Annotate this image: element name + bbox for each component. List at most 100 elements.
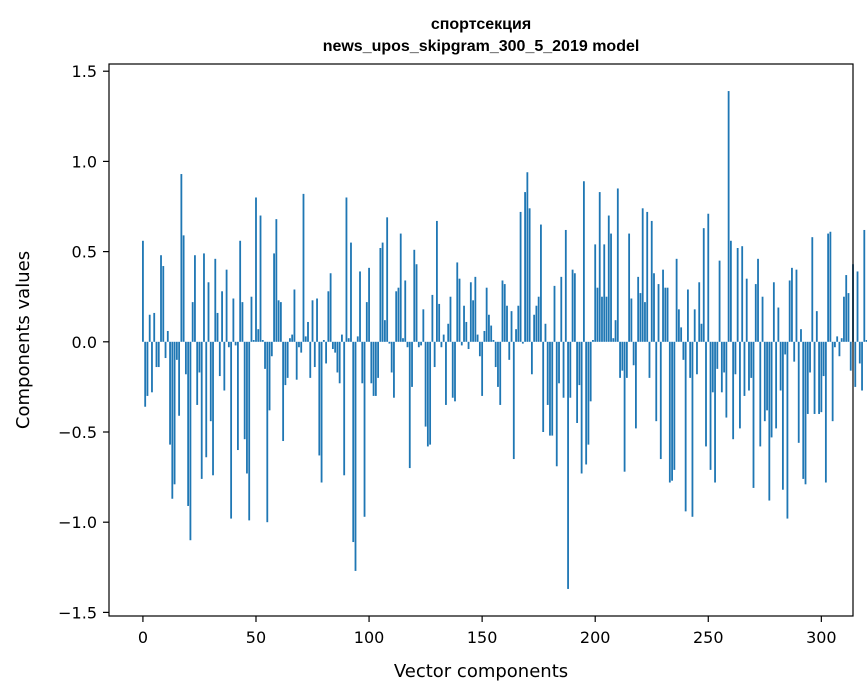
bar (750, 341, 753, 378)
bar (241, 302, 244, 342)
bar (691, 341, 694, 517)
x-tick-label: 300 (806, 628, 837, 647)
bar (555, 341, 558, 467)
bar (187, 341, 190, 506)
bar (784, 341, 787, 355)
bar (411, 341, 413, 387)
bar (592, 340, 594, 342)
bar (786, 341, 789, 519)
bar (354, 341, 357, 571)
bar (562, 341, 565, 398)
bar (300, 341, 303, 353)
bar (598, 192, 601, 342)
bar (621, 341, 624, 371)
bar (458, 278, 461, 342)
bar (623, 341, 626, 472)
bar (587, 341, 590, 445)
bar (506, 305, 508, 342)
bar (739, 341, 741, 429)
bar (429, 341, 432, 445)
bar (596, 287, 599, 342)
x-axis-ticks: 0 50 100 150 200 250 300 (138, 616, 837, 647)
bar (754, 284, 757, 342)
bar (270, 341, 273, 357)
bar (313, 341, 316, 368)
bar (632, 341, 635, 366)
bar (221, 291, 223, 342)
bar (707, 213, 710, 342)
bar (639, 293, 642, 342)
bar (454, 341, 456, 402)
bar (311, 300, 314, 342)
bar (325, 341, 327, 364)
bar (485, 287, 488, 342)
bar (677, 309, 680, 342)
bar (318, 341, 321, 456)
bar (490, 325, 493, 342)
bar (716, 341, 719, 369)
bar (469, 282, 472, 342)
bar (481, 341, 484, 396)
bar (343, 341, 346, 476)
bar (815, 311, 818, 342)
bar (248, 341, 251, 521)
bar (653, 273, 655, 342)
bar (230, 341, 233, 519)
bar (191, 302, 194, 342)
bar (655, 341, 658, 422)
bar (607, 215, 610, 342)
bar (718, 260, 721, 342)
bar (836, 336, 839, 342)
bar (352, 341, 355, 543)
bar (698, 282, 701, 342)
bar (619, 341, 621, 378)
bar (243, 341, 246, 440)
bar (788, 280, 791, 342)
x-tick-label: 50 (246, 628, 266, 647)
bar (512, 341, 515, 460)
bar (569, 341, 572, 398)
bar (234, 341, 237, 346)
bar (302, 193, 305, 342)
bar (227, 341, 230, 348)
bar (329, 273, 332, 342)
bar (420, 341, 422, 346)
bar (397, 287, 400, 342)
plot-frame (108, 63, 854, 617)
bar (171, 341, 174, 499)
bar (693, 309, 696, 342)
bar (614, 320, 617, 342)
bar (472, 300, 474, 342)
bar (540, 224, 542, 342)
bar (386, 217, 389, 342)
bar (752, 341, 755, 488)
bar (316, 298, 318, 342)
bar (142, 240, 144, 342)
bar (582, 181, 585, 342)
bar (383, 320, 386, 342)
bar (460, 341, 463, 346)
bar (381, 242, 384, 342)
bar (388, 341, 391, 344)
bar (266, 341, 269, 523)
bar (259, 215, 262, 342)
bar (196, 341, 199, 405)
y-tick-label: −1.5 (58, 603, 97, 622)
bar (827, 233, 830, 342)
bar (759, 341, 762, 447)
bar (431, 294, 434, 342)
bar (252, 340, 255, 342)
bar (571, 269, 574, 342)
bar (766, 341, 768, 411)
bar (178, 341, 181, 416)
bar (169, 341, 171, 445)
bar (390, 341, 393, 373)
bar (377, 341, 380, 378)
bar (793, 341, 796, 362)
bar (573, 273, 576, 342)
bar (709, 341, 712, 470)
bar (809, 341, 811, 373)
bar (334, 341, 337, 353)
bar (689, 341, 692, 378)
bar (743, 341, 746, 396)
